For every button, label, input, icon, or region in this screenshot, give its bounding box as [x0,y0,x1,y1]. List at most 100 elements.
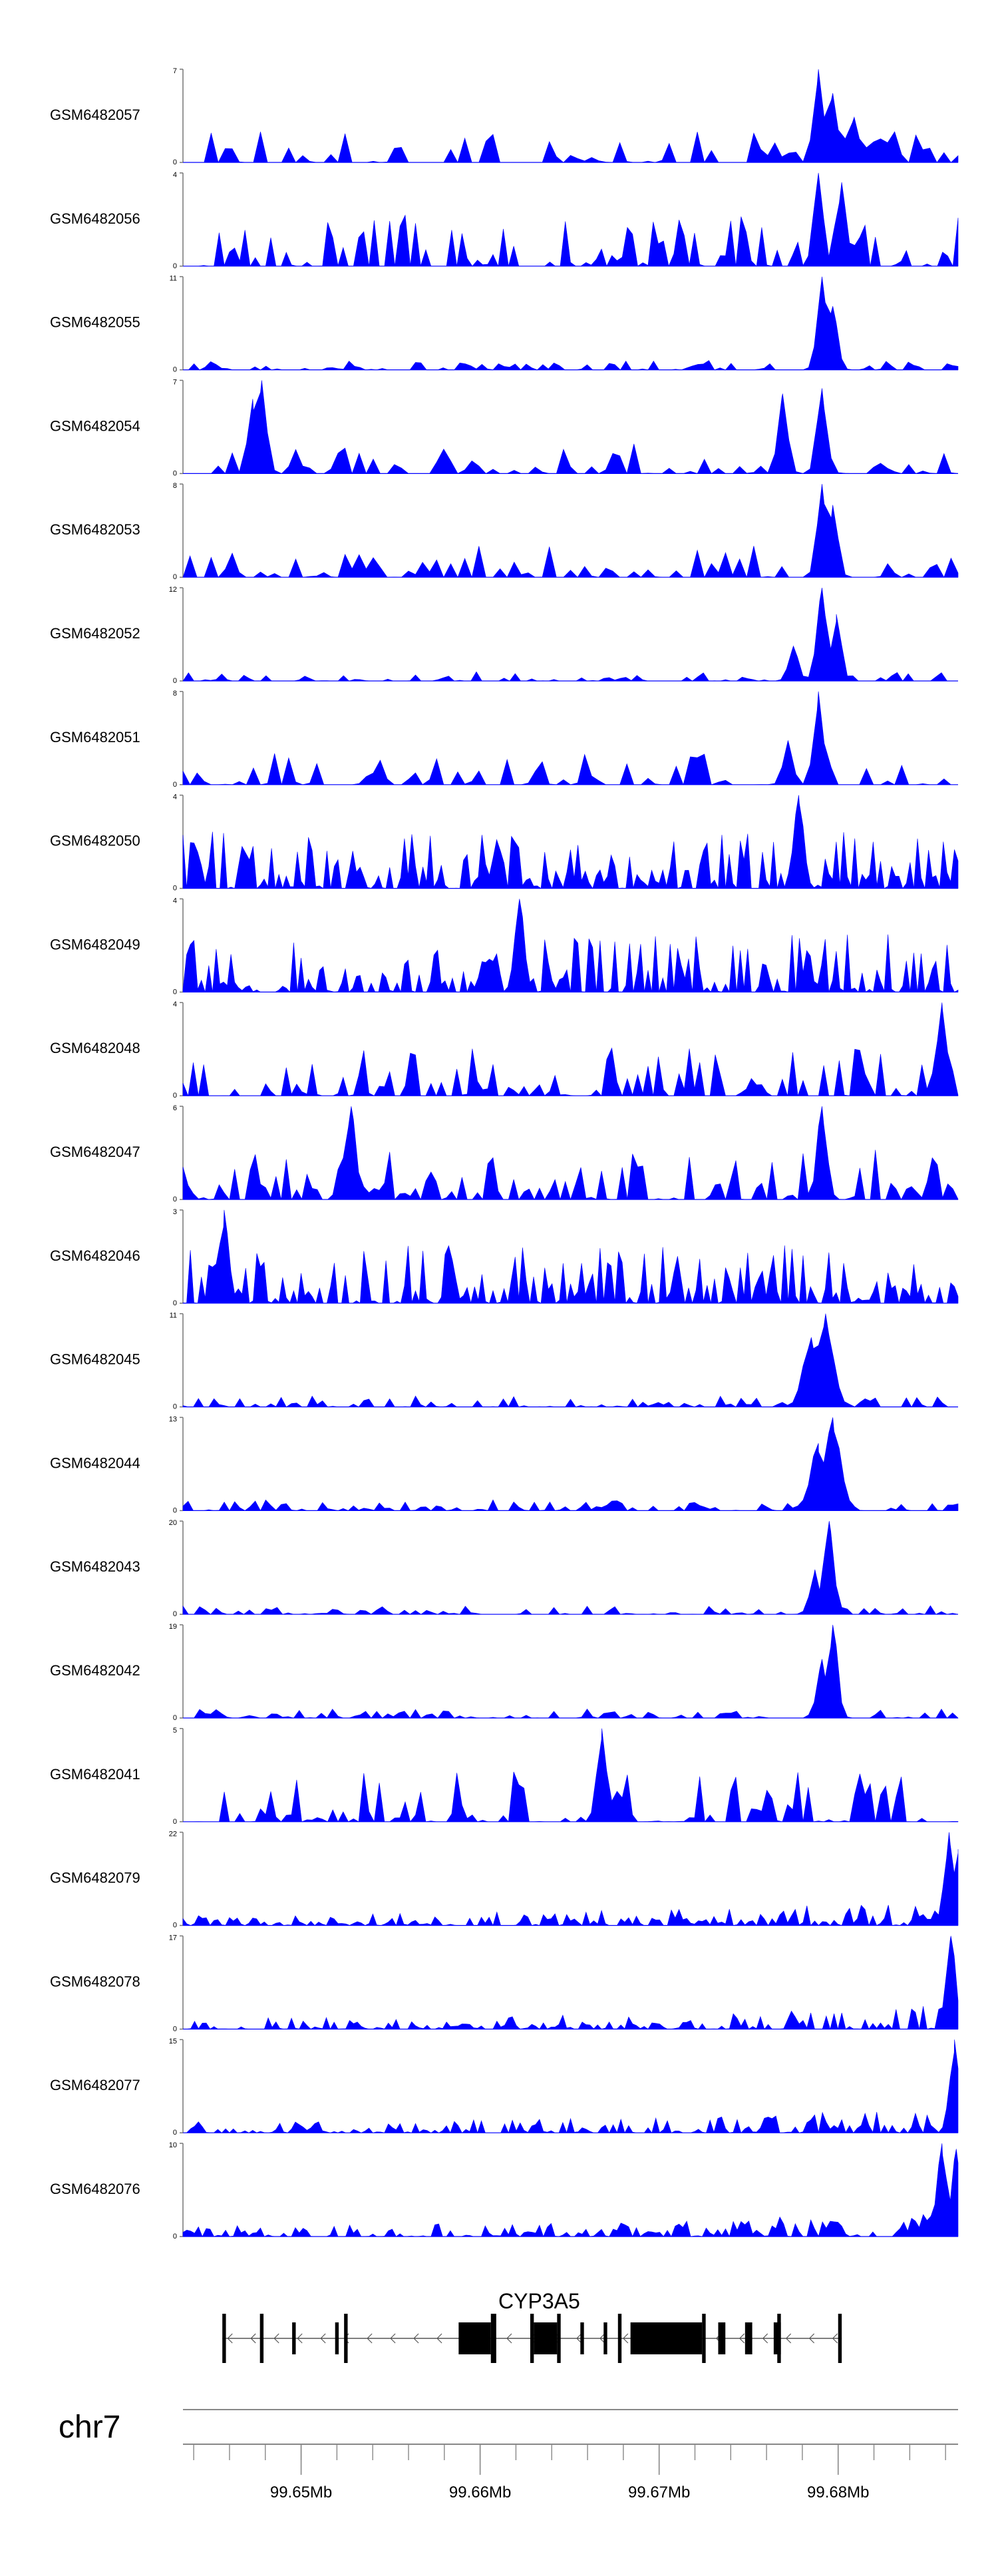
y-max-label: 10 [169,2141,177,2149]
track-label: GSM6482076 [50,2181,140,2197]
track-label: GSM6482053 [50,521,140,538]
y-min-label: 0 [173,1092,177,1100]
y-min-label: 0 [173,1299,177,1307]
y-max-label: 11 [170,1312,177,1320]
y-max-label: 5 [173,1727,177,1735]
strand-arrow-icon [576,2333,582,2344]
track-label: GSM6482047 [50,1144,140,1160]
y-max-label: 7 [173,378,177,386]
coverage-area [183,1624,959,1719]
track-label: GSM6482079 [50,1870,140,1886]
y-max-label: 4 [173,897,177,905]
track-label: GSM6482052 [50,625,140,642]
y-min-label: 0 [173,781,177,789]
y-min-label: 0 [173,262,177,270]
coverage-area [183,69,959,163]
track-GSM6482044: GSM6482044 13 0 [50,1415,959,1514]
y-max-label: 8 [173,482,177,490]
track-label: GSM6482046 [50,1247,140,1264]
strand-arrow-icon [390,2333,396,2344]
strand-arrow-icon [762,2333,768,2344]
track-GSM6482054: GSM6482054 7 0 [50,378,959,477]
track-label: GSM6482078 [50,1973,140,1990]
exon-block [630,2322,703,2354]
track-GSM6482042: GSM6482042 19 0 [50,1623,959,1722]
exon-block [534,2322,558,2354]
coverage-area [182,587,959,682]
coverage-area [182,899,959,993]
exon-block [777,2314,781,2363]
exon-block [838,2314,842,2363]
y-min-label: 0 [173,2129,177,2137]
strand-arrow-icon [273,2333,279,2344]
coverage-area [182,484,959,578]
exon-block [718,2322,726,2354]
y-min-label: 0 [173,677,177,685]
x-tick-label: 99.67Mb [628,2483,690,2501]
strand-arrow-icon [250,2333,256,2344]
y-min-label: 0 [173,988,177,996]
strand-arrow-icon [506,2333,512,2344]
track-label: GSM6482077 [50,2077,140,2093]
exon-block [344,2314,348,2363]
exon-block [530,2314,534,2363]
x-tick-label: 99.66Mb [449,2483,511,2501]
y-min-label: 0 [173,2233,177,2241]
track-label: GSM6482043 [50,1558,140,1575]
track-GSM6482050: GSM6482050 4 0 [50,793,959,893]
track-GSM6482077: GSM6482077 15 0 [50,2038,959,2137]
y-max-label: 4 [173,1000,177,1008]
y-max-label: 4 [173,793,177,801]
coverage-area [182,1209,959,1304]
track-label: GSM6482049 [50,936,140,953]
strand-arrow-icon [413,2333,419,2344]
track-GSM6482052: GSM6482052 12 0 [50,586,959,685]
coverage-area [182,2143,959,2237]
chromosome-label: chr7 [59,2410,120,2445]
exon-block [458,2322,491,2354]
track-GSM6482045: GSM6482045 11 0 [50,1312,958,1411]
y-min-label: 0 [173,1610,177,1618]
coverage-area [183,1936,959,2030]
y-min-label: 0 [173,1714,177,1722]
exon-block [335,2322,339,2354]
track-GSM6482079: GSM6482079 22 0 [50,1830,959,1930]
track-label: GSM6482048 [50,1040,140,1056]
y-min-label: 0 [173,1922,177,1930]
strand-arrow-icon [623,2333,629,2344]
exon-block [617,2314,622,2363]
y-min-label: 0 [173,366,177,374]
coverage-area [182,1832,959,1926]
coverage-area [183,172,959,267]
strand-arrow-icon [297,2333,303,2344]
exon-block [259,2314,264,2363]
chromosome-axis: chr7 99.65Mb 99.66Mb 99.67Mb 99.68Mb [59,2409,958,2501]
strand-arrow-icon [832,2333,838,2344]
strand-arrow-icon [436,2333,442,2344]
y-max-label: 4 [173,171,177,179]
coverage-area [182,1313,958,1408]
coverage-area [182,1521,959,1615]
coverage-area [182,691,958,785]
y-max-label: 12 [169,586,177,594]
x-tick-label: 99.65Mb [270,2483,332,2501]
y-min-label: 0 [173,158,177,166]
track-GSM6482043: GSM6482043 20 0 [50,1519,959,1618]
exon-block [292,2322,296,2354]
y-max-label: 11 [170,275,177,283]
y-min-label: 0 [173,573,177,581]
track-GSM6482047: GSM6482047 6 0 [50,1104,959,1203]
exon-block [557,2314,561,2363]
track-label: GSM6482042 [50,1662,140,1679]
exon-block [603,2322,607,2354]
strand-arrow-icon [599,2333,605,2344]
y-min-label: 0 [173,1506,177,1514]
coverage-area [183,380,959,475]
track-GSM6482041: GSM6482041 5 0 [50,1727,959,1826]
strand-arrow-icon [367,2333,373,2344]
coverage-area [182,1417,959,1512]
gene-track: CYP3A5 [222,2289,842,2363]
y-max-label: 3 [173,1208,177,1216]
y-min-label: 0 [173,885,177,893]
gene-name-label: CYP3A5 [498,2289,580,2313]
